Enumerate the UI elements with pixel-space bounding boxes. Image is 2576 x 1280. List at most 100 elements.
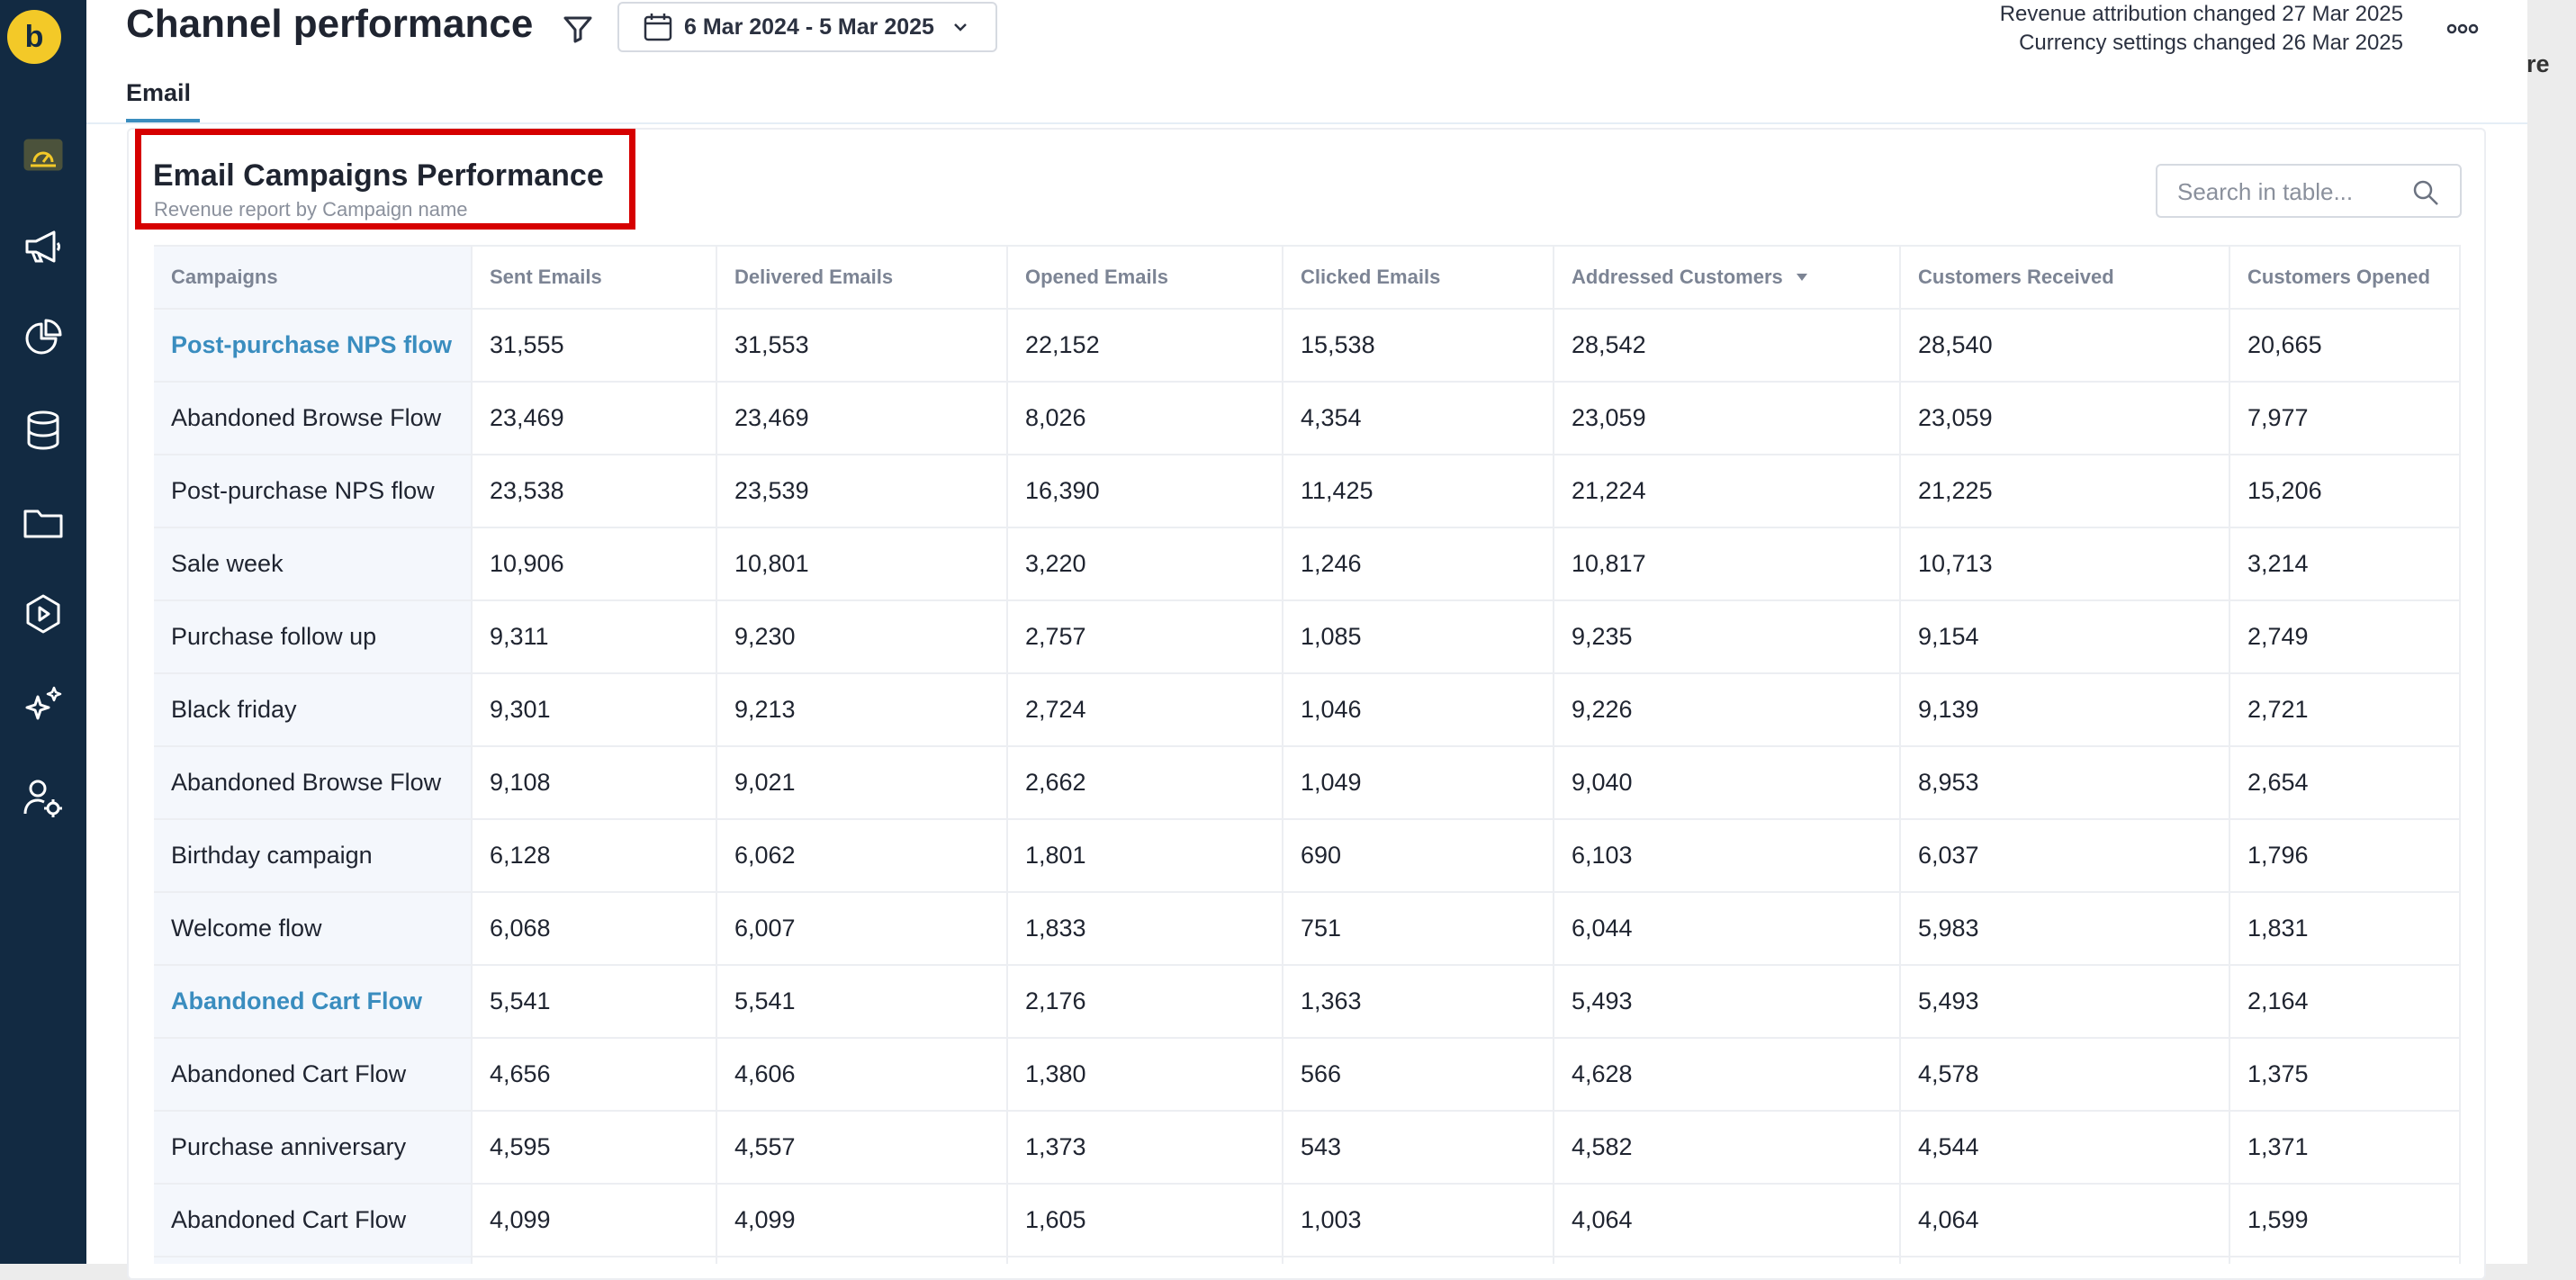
cell-value: 21,225	[1918, 477, 1993, 504]
campaign-name: Abandoned Cart Flow	[171, 1060, 407, 1087]
campaign-name: Abandoned Cart Flow	[171, 1206, 407, 1233]
table-cell: 6,007	[717, 893, 1008, 964]
card-title: Email Campaigns Performance	[153, 158, 604, 193]
table-cell: 9,040	[1554, 747, 1901, 818]
campaign-link[interactable]: Post-purchase NPS flow	[171, 331, 453, 358]
column-header[interactable]: Clicked Emails	[1283, 247, 1554, 308]
sidebar-item-reports[interactable]	[0, 302, 86, 374]
dashboard-icon	[23, 139, 63, 171]
table-row: Birthday campaign 6,128 6,062 1,801 690 6,103…	[154, 820, 2461, 893]
table-cell	[1008, 1257, 1283, 1264]
cell-value: 4,064	[1572, 1206, 1633, 1233]
date-range-picker[interactable]: 6 Mar 2024 - 5 Mar 2025	[617, 2, 997, 52]
table-row: Sale week 10,906 10,801 3,220 1,246 10,817 10,…	[154, 528, 2461, 601]
cell-value: 3,220	[1025, 550, 1086, 577]
database-icon	[27, 410, 59, 450]
column-header[interactable]: Customers Opened	[2230, 247, 2461, 308]
table-cell: 23,469	[717, 383, 1008, 454]
search-icon[interactable]	[2411, 178, 2440, 207]
table-cell: 28,542	[1554, 310, 1901, 381]
table-cell: 4,606	[717, 1039, 1008, 1110]
highlight-annotation	[135, 129, 635, 230]
column-header[interactable]: Delivered Emails	[717, 247, 1008, 308]
column-header-label: Opened Emails	[1025, 266, 1168, 288]
table-cell: 1,380	[1008, 1039, 1283, 1110]
table-row: Post-purchase NPS flow 23,538 23,539 16,390…	[154, 455, 2461, 528]
table-cell: 23,059	[1554, 383, 1901, 454]
search-input[interactable]	[2175, 176, 2404, 207]
cell-value: 2,662	[1025, 769, 1086, 796]
table-row	[154, 1257, 2461, 1264]
campaign-cell[interactable]: Post-purchase NPS flow	[154, 310, 473, 381]
table-cell: 15,538	[1283, 310, 1554, 381]
table-cell: 2,757	[1008, 601, 1283, 672]
cell-value: 4,544	[1918, 1133, 1979, 1160]
tab-email[interactable]: Email	[126, 79, 192, 106]
table-cell	[1283, 1257, 1554, 1264]
cell-value: 6,044	[1572, 915, 1633, 942]
table-cell: 23,469	[473, 383, 717, 454]
table-cell: 4,557	[717, 1112, 1008, 1183]
table-cell: 4,578	[1901, 1039, 2230, 1110]
campaign-cell: Welcome flow	[154, 893, 473, 964]
sidebar-item-ai[interactable]	[0, 670, 86, 742]
page-title: Channel performance	[126, 2, 534, 46]
table-cell: 6,068	[473, 893, 717, 964]
table-search[interactable]	[2156, 164, 2462, 218]
cell-value: 4,628	[1572, 1060, 1633, 1087]
campaign-cell[interactable]: Abandoned Cart Flow	[154, 966, 473, 1037]
cell-value: 8,026	[1025, 404, 1086, 431]
change-notes: Revenue attribution changed 27 Mar 2025 …	[2000, 0, 2403, 58]
table-cell: 3,220	[1008, 528, 1283, 599]
sidebar-item-dashboards[interactable]	[0, 119, 86, 191]
more-options-icon[interactable]	[2445, 16, 2481, 41]
user-settings-icon	[23, 780, 62, 817]
folder-icon	[23, 509, 63, 538]
campaign-name: Sale week	[171, 550, 284, 577]
sort-descending-icon[interactable]	[1796, 273, 1808, 282]
table-cell: 690	[1283, 820, 1554, 891]
table-cell: 2,724	[1008, 674, 1283, 745]
table-cell	[2230, 1257, 2461, 1264]
sidebar-item-files[interactable]	[0, 486, 86, 558]
tab-divider	[86, 122, 2527, 124]
campaign-name: Purchase follow up	[171, 623, 377, 650]
table-cell: 566	[1283, 1039, 1554, 1110]
column-header[interactable]: Opened Emails	[1008, 247, 1283, 308]
table-cell: 4,354	[1283, 383, 1554, 454]
cell-value: 4,557	[734, 1133, 796, 1160]
column-header[interactable]: Sent Emails	[473, 247, 717, 308]
filter-icon[interactable]	[560, 11, 596, 47]
table-cell: 7,977	[2230, 383, 2461, 454]
sidebar-item-campaigns[interactable]	[0, 211, 86, 283]
column-header[interactable]: Customers Received	[1901, 247, 2230, 308]
table-row: Abandoned Cart Flow 4,656 4,606 1,380 566 4,6…	[154, 1039, 2461, 1112]
column-header[interactable]: Campaigns	[154, 247, 473, 308]
table-cell: 751	[1283, 893, 1554, 964]
campaign-cell: Abandoned Cart Flow	[154, 1039, 473, 1110]
cell-value: 2,724	[1025, 696, 1086, 723]
table-cell: 1,246	[1283, 528, 1554, 599]
sidebar-item-account[interactable]	[0, 762, 86, 834]
cell-value: 5,493	[1918, 987, 1979, 1014]
sidebar-item-data[interactable]	[0, 394, 86, 466]
table-cell: 6,103	[1554, 820, 1901, 891]
sidebar-item-automations[interactable]	[0, 578, 86, 650]
cell-value: 4,354	[1301, 404, 1362, 431]
campaign-cell: Abandoned Browse Flow	[154, 383, 473, 454]
column-header[interactable]: Addressed Customers	[1554, 247, 1901, 308]
table-cell: 1,046	[1283, 674, 1554, 745]
cell-value: 6,068	[490, 915, 551, 942]
app-logo[interactable]: b	[7, 10, 61, 64]
campaigns-table: Campaigns Sent Emails Delivered Emails Open…	[154, 245, 2461, 1264]
table-cell: 20,665	[2230, 310, 2461, 381]
cell-value: 4,099	[490, 1206, 551, 1233]
cell-value: 1,363	[1301, 987, 1362, 1014]
campaign-link[interactable]: Abandoned Cart Flow	[171, 987, 422, 1014]
table-row: Abandoned Cart Flow 4,099 4,099 1,605 1,003 4…	[154, 1185, 2461, 1257]
campaign-cell: Birthday campaign	[154, 820, 473, 891]
cell-value: 3,214	[2247, 550, 2309, 577]
cell-value: 28,542	[1572, 331, 1646, 358]
table-row: Purchase anniversary 4,595 4,557 1,373 543 4,…	[154, 1112, 2461, 1185]
cell-value: 1,003	[1301, 1206, 1362, 1233]
